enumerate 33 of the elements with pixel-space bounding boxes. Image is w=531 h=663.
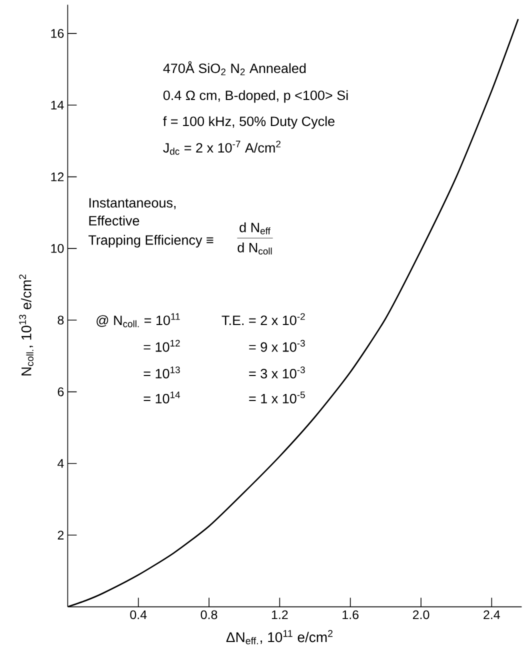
x-axis-title: ΔN$_{eff.}$, 10$^{11}$ e/cm$^{2}$ — [226, 630, 333, 644]
annotation: Instantaneous, — [89, 198, 176, 210]
y-tick-label: 8 — [58, 316, 64, 325]
annotation: J$_{dc}$ = 2 x 10$^{-7}$ A/cm$^{2}$ — [163, 140, 280, 155]
annotation: f = 100 kHz, 50% Duty Cycle — [163, 116, 334, 129]
annotation: d N$_{coll}$ — [238, 242, 272, 255]
annotation: = 1 x 10$^{-5}$ — [249, 392, 305, 404]
x-tick-label: 0.4 — [130, 610, 147, 620]
y-tick-label: 10 — [51, 244, 64, 253]
x-tick-label: 2.0 — [412, 610, 430, 620]
x-tick-label: 1.2 — [272, 610, 288, 620]
annotation: = 10$^{14}$ — [144, 392, 180, 404]
x-tick-label: 2.4 — [484, 610, 500, 620]
annotation: @ N$_{coll.}$ = 10$^{11}$ — [96, 313, 180, 328]
y-tick-label: 4 — [58, 459, 64, 468]
y-tick-label: 2 — [58, 530, 64, 540]
annotation: = 10$^{12}$ — [144, 340, 180, 352]
y-tick-label: 14 — [51, 100, 64, 110]
x-tick-label: 0.8 — [200, 610, 218, 620]
annotation: = 10$^{13}$ — [144, 366, 180, 378]
x-tick-label: 1.6 — [342, 610, 358, 620]
annotation: d N$_{eff}$ — [240, 222, 270, 234]
y-tick-label: 6 — [58, 387, 64, 396]
annotation: = 9 x 10$^{-3}$ — [249, 340, 305, 352]
annotation: Effective — [89, 216, 140, 226]
y-axis-title: N$_{coll.}$, 10$^{13}$ e/cm$^{2}$ — [19, 274, 34, 376]
annotation: Trapping Efficiency ≡ — [88, 234, 214, 248]
annotation: 0.4 Ω cm, B-doped, p <100> Si — [163, 90, 348, 103]
y-tick-label: 16 — [51, 29, 64, 38]
y-tick-label: 12 — [51, 172, 64, 182]
annotation: T.E. = 2 x 10$^{-2}$ — [222, 313, 305, 326]
annotation: 470Å SiO$_{2}$ N$_{2}$ Annealed — [163, 61, 306, 76]
annotation: = 3 x 10$^{-3}$ — [249, 366, 305, 378]
